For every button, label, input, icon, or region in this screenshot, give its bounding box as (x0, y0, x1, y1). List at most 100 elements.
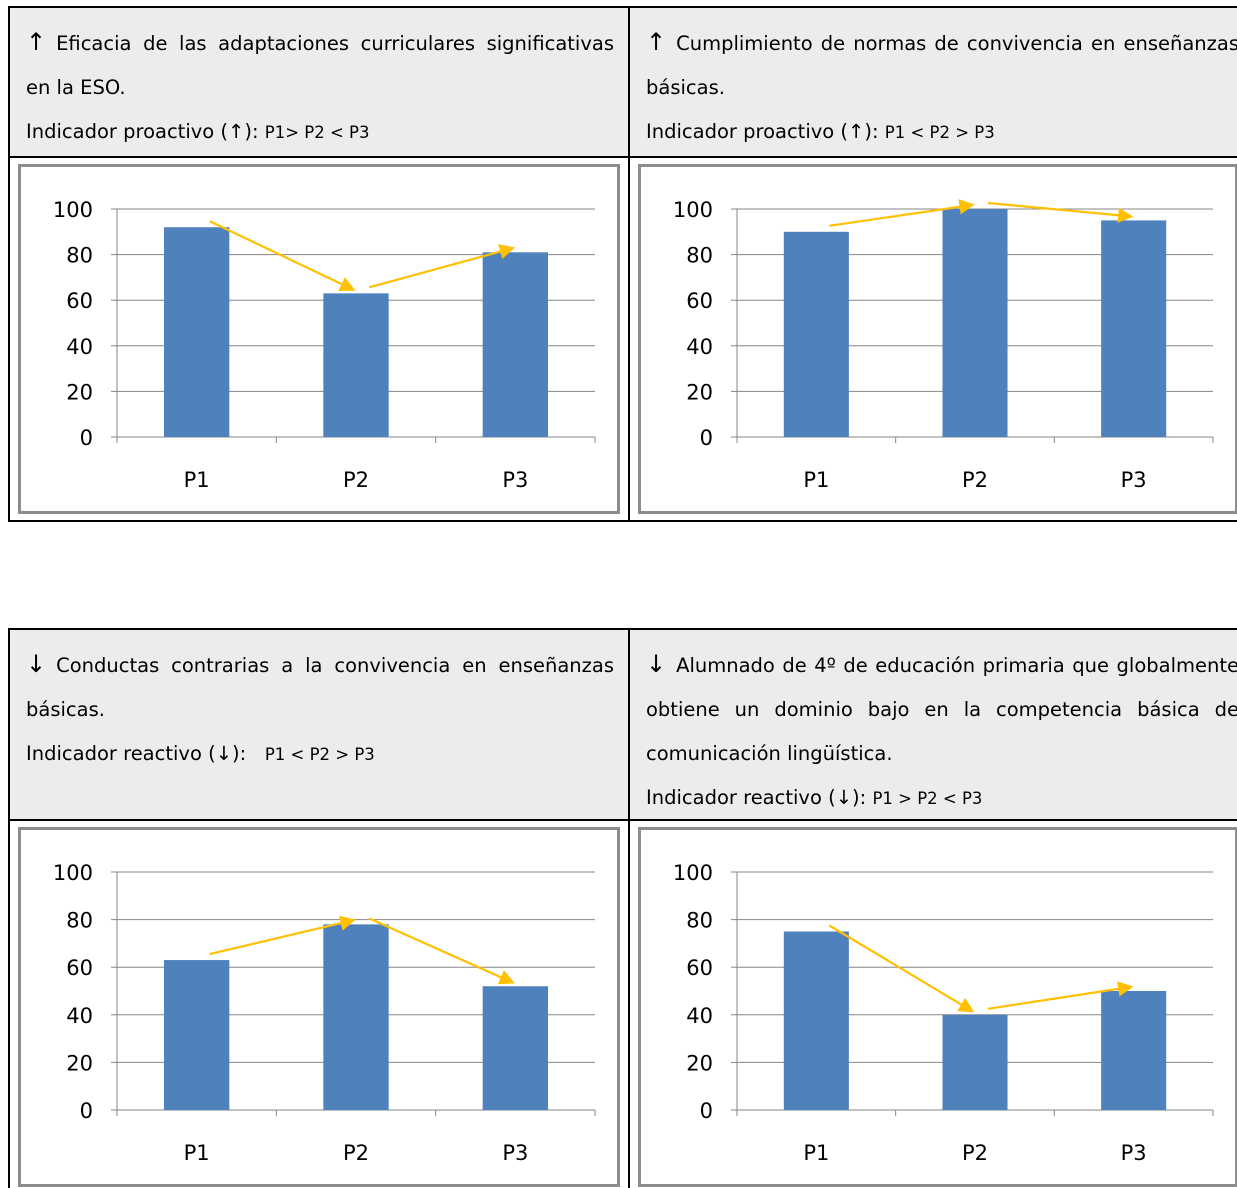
arrow-down-icon: ↓ (26, 650, 47, 678)
y-tick-label: 60 (66, 956, 93, 980)
x-tick-label: P3 (502, 468, 528, 492)
panel-header-3: ↓ Conductas contrarias a la convivencia e… (10, 630, 628, 819)
bar-chart-3: 0 20 40 60 80 100 P1 P2 P3 (53, 861, 596, 1165)
panel-title-1: ↑ Eficacia de las adaptaciones curricular… (26, 20, 614, 110)
chart-box-2: 0 20 40 60 80 100 P1 P2 P3 (638, 164, 1237, 514)
indicator-close: ): (852, 786, 873, 809)
panel-title-text: Eficacia de las adaptaciones curriculare… (26, 32, 614, 99)
trend-arrow (368, 244, 516, 289)
x-tick-label: P3 (1121, 468, 1147, 492)
indicator-close: ): (232, 742, 265, 765)
y-tick-label: 100 (673, 198, 713, 222)
indicator-line-1: Indicador proactivo (↑): P1> P2 < P3 (26, 110, 614, 155)
arrow-down-icon: ↓ (215, 742, 233, 765)
y-tick-label: 60 (66, 289, 93, 313)
y-tick-label: 0 (700, 1099, 713, 1123)
row-divider (10, 819, 1237, 821)
y-tick-label: 80 (66, 909, 93, 933)
x-tick-label: P2 (343, 1141, 369, 1165)
y-tick-label: 100 (53, 198, 93, 222)
y-tick-label: 80 (686, 244, 713, 268)
trend-arrow (828, 924, 975, 1013)
bottom-table: ↓ Conductas contrarias a la convivencia e… (8, 628, 1237, 1188)
y-tick-label: 0 (80, 426, 93, 450)
indicator-label: Indicador reactivo ( (26, 742, 216, 765)
y-tick-label: 60 (686, 956, 713, 980)
x-tick-label: P1 (803, 1141, 829, 1165)
bar-chart-4: 0 20 40 60 80 100 P1 P2 P3 (673, 861, 1214, 1165)
bar-p3 (1101, 220, 1167, 437)
y-tick-label: 60 (686, 289, 713, 313)
y-tick-label: 100 (53, 861, 93, 885)
indicator-rule: P1 < P2 > P3 (264, 745, 375, 764)
arrow-up-icon: ↑ (228, 120, 245, 143)
bar-p2 (323, 293, 389, 437)
indicator-rule: P1> P2 < P3 (264, 123, 370, 142)
bar-p1 (783, 231, 849, 437)
bar-p2 (942, 1014, 1008, 1110)
chart-box-1: 0 20 40 60 80 100 P1 P2 P3 (18, 164, 620, 514)
indicator-rule: P1 < P2 > P3 (884, 123, 995, 142)
x-tick-label: P1 (184, 1141, 210, 1165)
indicator-label: Indicador reactivo ( (646, 786, 836, 809)
trend-arrow (209, 915, 356, 956)
arrow-down-icon: ↓ (835, 786, 853, 809)
column-divider (628, 8, 630, 520)
x-tick-label: P3 (502, 1141, 528, 1165)
panel-title-text: Cumplimiento de normas de convivencia en… (646, 32, 1237, 99)
indicator-close: ): (864, 120, 885, 143)
y-tick-label: 40 (66, 335, 93, 359)
chart-box-3: 0 20 40 60 80 100 P1 P2 P3 (18, 827, 620, 1187)
indicator-rule: P1 > P2 < P3 (872, 789, 983, 808)
bar-p3 (482, 986, 548, 1110)
arrow-up-icon: ↑ (26, 28, 47, 56)
bar-p2 (942, 209, 1008, 437)
arrow-up-icon: ↑ (848, 120, 865, 143)
y-tick-label: 40 (686, 335, 713, 359)
indicator-label: Indicador proactivo ( (646, 120, 849, 143)
bar-p1 (164, 227, 230, 437)
trend-arrow (829, 199, 975, 227)
bar-chart-1: 0 20 40 60 80 100 P1 P2 P3 (53, 198, 596, 492)
x-tick-label: P2 (343, 468, 369, 492)
bar-p3 (1101, 991, 1167, 1110)
x-tick-label: P1 (803, 468, 829, 492)
arrow-up-icon: ↑ (646, 28, 667, 56)
x-tick-label: P1 (184, 468, 210, 492)
x-tick-label: P3 (1121, 1141, 1147, 1165)
bar-p1 (164, 960, 230, 1110)
chart-box-4: 0 20 40 60 80 100 P1 P2 P3 (638, 827, 1237, 1187)
y-tick-label: 40 (66, 1004, 93, 1028)
panel-header-2: ↑ Cumplimiento de normas de convivencia e… (630, 8, 1237, 156)
indicator-label: Indicador proactivo ( (26, 120, 229, 143)
y-tick-label: 20 (686, 380, 713, 404)
y-tick-label: 80 (66, 244, 93, 268)
panel-header-4: ↓ Alumnado de 4º de educación primaria qu… (630, 630, 1237, 819)
trend-arrow (209, 220, 356, 292)
bar-p2 (323, 924, 389, 1110)
x-tick-label: P2 (962, 468, 988, 492)
indicator-line-3: Indicador reactivo (↓): P1 < P2 > P3 (26, 732, 614, 777)
column-divider (628, 630, 630, 1188)
panel-title-text: Alumnado de 4º de educación primaria que… (646, 654, 1237, 765)
x-tick-label: P2 (962, 1141, 988, 1165)
panel-title-3: ↓ Conductas contrarias a la convivencia e… (26, 642, 614, 732)
y-tick-label: 80 (686, 909, 713, 933)
panel-title-text: Conductas contrarias a la convivencia en… (26, 654, 614, 721)
bar-p3 (482, 252, 548, 437)
trend-arrow (368, 917, 515, 985)
trend-arrow (987, 981, 1134, 1010)
y-tick-label: 0 (80, 1099, 93, 1123)
indicator-line-2: Indicador proactivo (↑): P1 < P2 > P3 (646, 110, 1237, 155)
arrow-down-icon: ↓ (646, 650, 667, 678)
bar-chart-2: 0 20 40 60 80 100 P1 P2 P3 (673, 198, 1214, 492)
y-tick-label: 100 (673, 861, 713, 885)
panel-title-4: ↓ Alumnado de 4º de educación primaria qu… (646, 642, 1237, 776)
row-divider (10, 156, 1237, 158)
top-table: ↑ Eficacia de las adaptaciones curricular… (8, 6, 1237, 522)
y-tick-label: 40 (686, 1004, 713, 1028)
y-tick-label: 20 (686, 1051, 713, 1075)
indicator-line-4: Indicador reactivo (↓): P1 > P2 < P3 (646, 776, 1237, 821)
panel-header-1: ↑ Eficacia de las adaptaciones curricular… (10, 8, 628, 156)
indicator-close: ): (244, 120, 265, 143)
